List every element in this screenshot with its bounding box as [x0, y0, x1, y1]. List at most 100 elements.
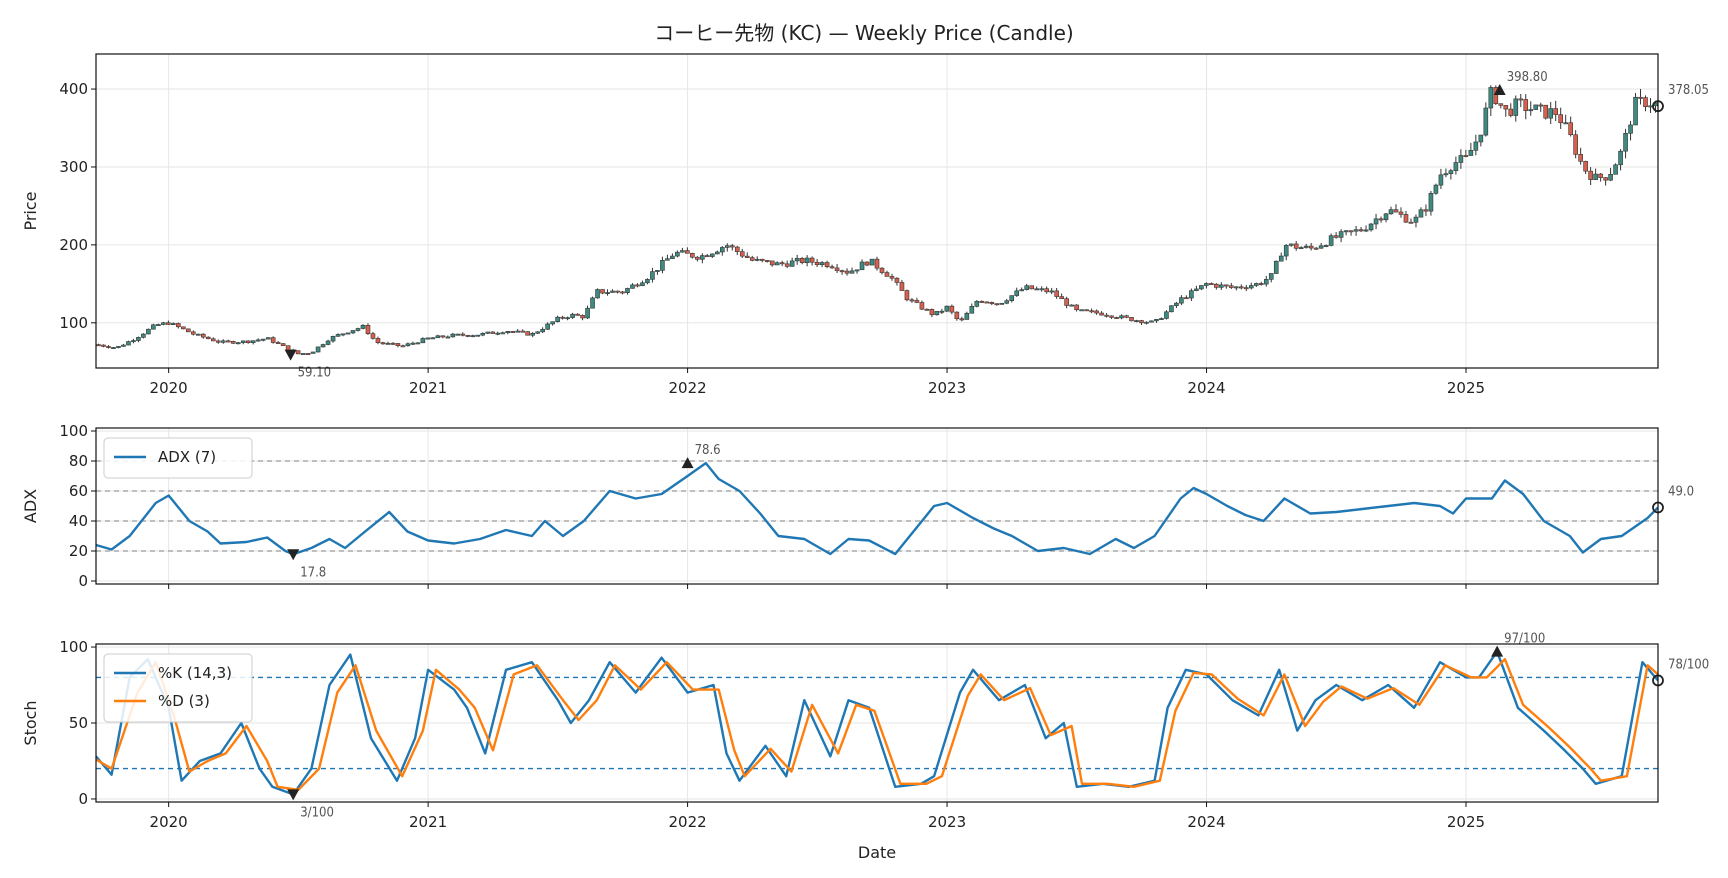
candle-body [695, 256, 700, 260]
candle-body [700, 255, 705, 260]
candle-body [265, 337, 271, 340]
candle-body [899, 282, 905, 291]
candle-body [1129, 317, 1134, 322]
candle-body [425, 337, 431, 340]
max-label: 398.80 [1507, 70, 1548, 85]
candle-body [1214, 283, 1219, 288]
candle-body [1164, 311, 1169, 319]
candle-body [295, 350, 301, 355]
last-label: 378.05 [1668, 83, 1709, 98]
candle-body [1368, 223, 1374, 231]
candle-body [1618, 150, 1623, 166]
candle-body [919, 302, 925, 310]
candle-body [949, 305, 955, 313]
candle-body [350, 330, 356, 334]
candle-body [1348, 230, 1354, 233]
candle-body [630, 284, 635, 289]
candle-body [660, 259, 665, 271]
y-tick-label: 100 [59, 422, 88, 440]
candle-body [345, 332, 351, 335]
candle-body [590, 297, 595, 309]
candle-body [959, 318, 965, 321]
candle-body [210, 338, 216, 342]
candle-body [495, 332, 501, 335]
candle-body [116, 346, 121, 348]
candle-body [854, 269, 860, 272]
candle-body [101, 344, 106, 347]
candle-body [764, 260, 770, 262]
candle-body [106, 346, 111, 348]
series-line-1 [95, 461, 1659, 556]
candle-body [1154, 318, 1159, 322]
candle-body [680, 250, 685, 253]
min-marker [287, 789, 300, 801]
candle-body [1378, 218, 1384, 221]
candle-body [325, 340, 331, 345]
candle-body [1273, 260, 1279, 274]
candle-body [1373, 218, 1379, 225]
candle-body [784, 263, 790, 267]
candle-body [904, 290, 910, 301]
candle-body [1169, 305, 1174, 313]
candle-body [1498, 103, 1504, 106]
max-label: 78.6 [695, 443, 721, 458]
x-tick-label: 2023 [928, 813, 966, 831]
max-marker [1491, 645, 1504, 657]
min-marker [287, 549, 300, 561]
candle-body [1363, 229, 1369, 232]
candle-body [176, 323, 181, 328]
candle-body [1229, 285, 1234, 288]
candle-body [1074, 304, 1079, 311]
candle-body [804, 257, 810, 264]
candle-body [121, 344, 126, 347]
x-tick-label: 2025 [1447, 813, 1485, 831]
candle-body [779, 262, 785, 265]
candle-body [729, 245, 735, 248]
candle-body [749, 257, 755, 261]
x-tick-label: 2024 [1187, 813, 1225, 831]
candle-body [235, 342, 241, 345]
candle-body [181, 326, 186, 330]
candle-body [789, 260, 795, 267]
candle-body [794, 258, 800, 262]
candle-body [151, 324, 156, 330]
candle-body [1603, 177, 1608, 181]
candle-body [799, 258, 805, 264]
candle-body [1423, 209, 1429, 212]
candle-body [1593, 173, 1598, 180]
candle-body [355, 328, 361, 331]
candle-body [1144, 321, 1149, 324]
candle-body [809, 257, 815, 263]
y-axis-label: ADX [21, 489, 40, 523]
legend-label: ADX (7) [158, 448, 216, 466]
candle-body [1568, 122, 1573, 136]
candle-body [814, 261, 820, 265]
candle-body [864, 261, 870, 266]
legend-label: %K (14,3) [158, 664, 232, 682]
candle-body [819, 262, 825, 265]
candle-body [1403, 214, 1409, 223]
candle-body [430, 337, 436, 340]
axes-frame [95, 427, 1659, 585]
candle-body [1483, 107, 1489, 136]
candle-body [1468, 150, 1474, 156]
last-label: 78/100 [1668, 657, 1709, 672]
x-tick-label: 2022 [668, 379, 706, 397]
candle-body [879, 267, 885, 273]
candle-body [1578, 154, 1583, 162]
min-marker [284, 349, 297, 361]
candle-body [1044, 288, 1049, 293]
candle-body [984, 301, 990, 304]
candle-body [1064, 298, 1069, 306]
candle-body [1513, 98, 1519, 116]
adx-panel: 78.6 17.8 49.0 0 20 40 60 80 100 ADX ADX (7) [21, 422, 1694, 590]
candle-body [1268, 273, 1274, 280]
candle-body [1109, 315, 1114, 318]
y-tick-label: 80 [69, 452, 88, 470]
candle-body [330, 336, 336, 342]
candle-body [475, 334, 481, 337]
candle-body [994, 303, 1000, 306]
candle-body [156, 324, 161, 326]
candle-body [605, 292, 610, 294]
y-tick-label: 60 [69, 482, 88, 500]
